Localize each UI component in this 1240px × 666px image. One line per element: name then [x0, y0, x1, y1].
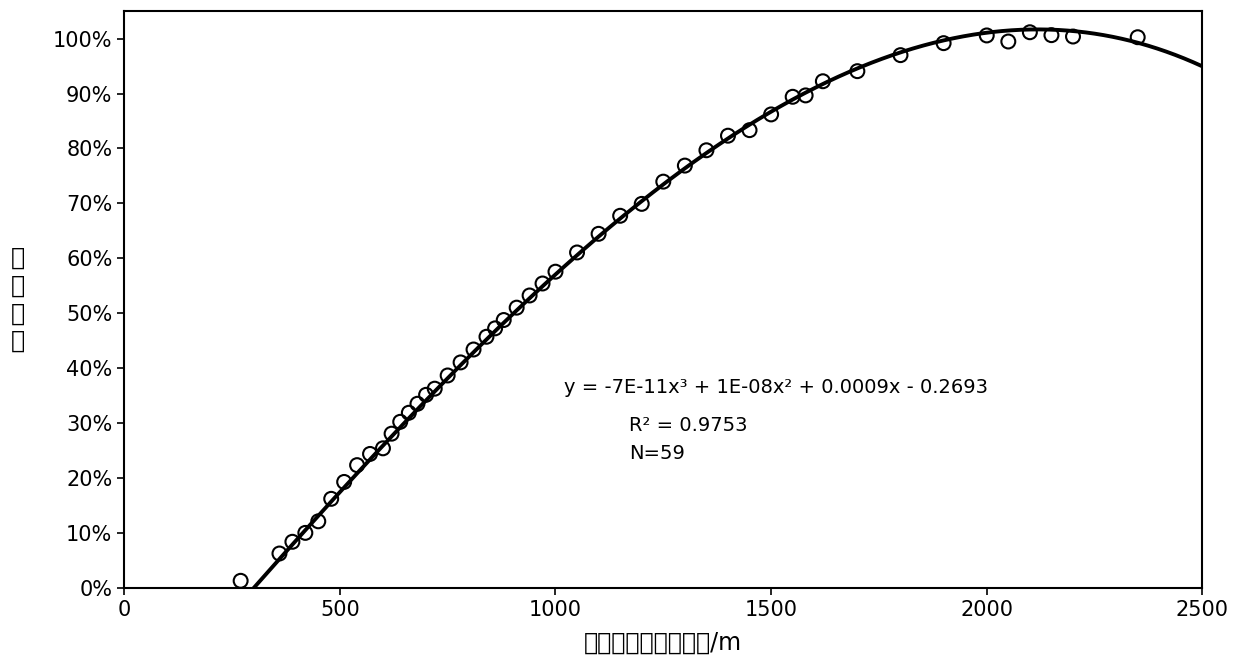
Point [847, 66, 867, 77]
Point [697, 145, 717, 156]
Point [373, 443, 393, 454]
Point [309, 516, 329, 527]
Point [507, 302, 527, 313]
X-axis label: 公共自行车骑行距离/m: 公共自行车骑行距离/m [584, 631, 743, 655]
Point [610, 210, 630, 221]
Point [283, 536, 303, 547]
Y-axis label: 累
积
频
率: 累 积 频 率 [11, 246, 25, 353]
Point [653, 176, 673, 187]
Point [632, 198, 652, 209]
Point [464, 344, 484, 355]
Point [360, 449, 379, 460]
Point [934, 38, 954, 49]
Point [718, 131, 738, 141]
Point [1127, 32, 1147, 43]
Point [782, 91, 802, 102]
Point [321, 494, 341, 504]
Text: y = -7E-11x³ + 1E-08x² + 0.0009x - 0.2693: y = -7E-11x³ + 1E-08x² + 0.0009x - 0.269… [564, 378, 988, 397]
Point [450, 357, 470, 368]
Point [425, 384, 445, 394]
Point [890, 50, 910, 61]
Point [1063, 31, 1083, 42]
Point [231, 575, 250, 586]
Point [813, 76, 833, 87]
Point [998, 36, 1018, 47]
Point [476, 332, 496, 342]
Point [438, 370, 458, 381]
Point [417, 390, 436, 400]
Point [533, 278, 553, 289]
Point [391, 416, 410, 427]
Point [1021, 27, 1040, 37]
Point [347, 460, 367, 470]
Point [295, 527, 315, 538]
Point [675, 161, 694, 171]
Point [408, 398, 428, 409]
Point [1042, 30, 1061, 41]
Point [335, 477, 355, 488]
Point [485, 323, 505, 334]
Text: N=59: N=59 [629, 444, 684, 463]
Point [382, 428, 402, 439]
Point [520, 290, 539, 301]
Point [269, 548, 289, 559]
Point [546, 266, 565, 277]
Point [494, 314, 513, 325]
Point [567, 247, 587, 258]
Text: R² = 0.9753: R² = 0.9753 [629, 416, 748, 436]
Point [589, 228, 609, 239]
Point [739, 125, 759, 135]
Point [761, 109, 781, 120]
Point [399, 408, 419, 418]
Point [796, 90, 816, 101]
Point [977, 30, 997, 41]
